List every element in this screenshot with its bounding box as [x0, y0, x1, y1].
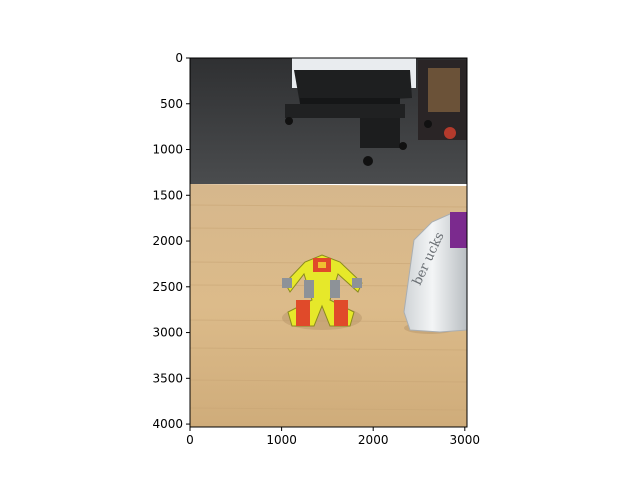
y-tick-label: 0 — [175, 51, 183, 65]
photo-image: ber ucks — [190, 58, 467, 427]
x-tick-label: 3000 — [450, 433, 481, 447]
y-tick-label: 2000 — [152, 234, 183, 248]
axes-frame — [189, 57, 468, 428]
y-tick-label: 500 — [160, 97, 183, 111]
robot-toy — [282, 254, 363, 330]
y-tick-label: 4000 — [152, 417, 183, 431]
x-axis: 0 1000 2000 3000 — [186, 427, 480, 447]
y-axis: 0 500 1000 1500 2000 2500 3000 3500 4000 — [152, 51, 190, 431]
y-tick-label: 2500 — [152, 280, 183, 294]
x-tick-label: 1000 — [266, 433, 297, 447]
y-tick-label: 3000 — [152, 326, 183, 340]
background-cart — [285, 58, 467, 166]
glue-bottle: ber ucks — [403, 212, 467, 334]
x-tick-label: 2000 — [358, 433, 389, 447]
x-tick-label: 0 — [186, 433, 194, 447]
y-tick-label: 1500 — [152, 188, 183, 202]
y-tick-label: 1000 — [152, 143, 183, 157]
y-tick-label: 3500 — [152, 371, 183, 385]
